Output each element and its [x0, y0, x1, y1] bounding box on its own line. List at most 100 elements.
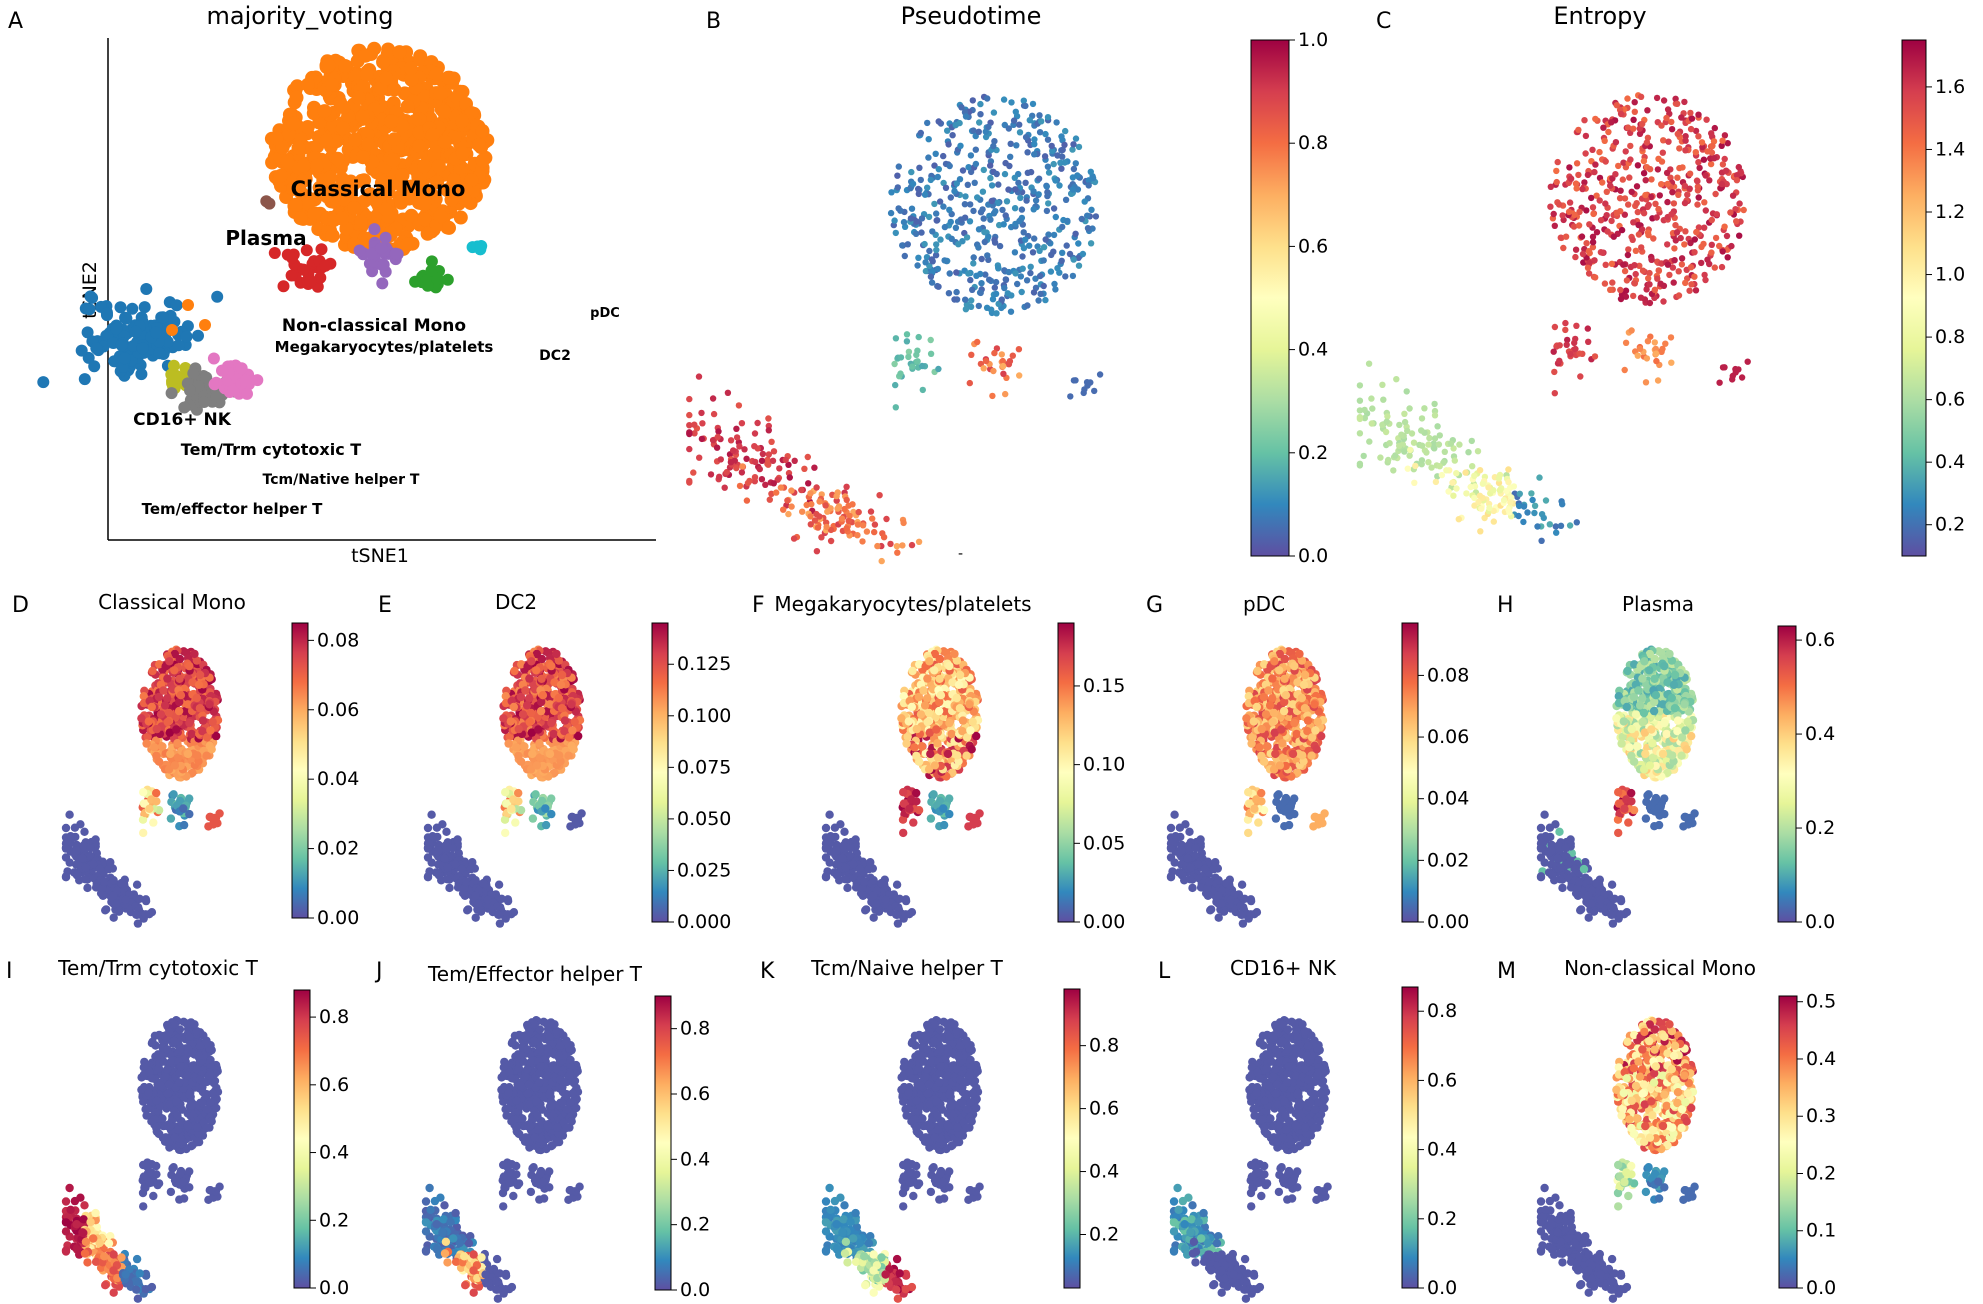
panel-c-point [1553, 529, 1560, 536]
panel-c-point [1663, 169, 1671, 177]
panel-c-point [1625, 201, 1632, 208]
panel-d-point [206, 726, 215, 735]
panel-a-point [433, 86, 448, 101]
panel-a-point [354, 173, 369, 188]
panel-e-point [527, 657, 536, 666]
panel-c-point [1612, 139, 1620, 146]
panel-c-point [1411, 479, 1418, 486]
panel-b-point [1043, 183, 1051, 190]
panel-e-point [471, 891, 480, 901]
panel-a-point [366, 247, 378, 260]
panel-c-point [1728, 242, 1735, 250]
panel-b-point [827, 537, 835, 545]
panel-c-point [1698, 259, 1705, 267]
panel-b-point [813, 510, 820, 518]
panel-f-point [902, 739, 911, 748]
panel-b-point [686, 477, 693, 485]
panel-a-point [337, 175, 352, 190]
panel-b-point [768, 438, 775, 445]
panel-f-point [926, 814, 936, 823]
panel-f-point [966, 726, 975, 735]
panel-e-point [511, 818, 520, 827]
panel-c-point [1436, 463, 1443, 470]
panel-c-point [1572, 335, 1579, 343]
panel-e-point [532, 666, 541, 675]
panel-b-point [1069, 146, 1076, 153]
panel-b-point [724, 389, 732, 396]
panel-e-point [503, 910, 512, 919]
panel-c-point [1708, 216, 1716, 224]
panel-a-axes: tSNE1 tSNE2 [79, 38, 656, 567]
panel-a-point [114, 301, 127, 314]
panel-e-point [499, 714, 508, 723]
panel-c-point [1398, 431, 1405, 438]
panel-b-point [1012, 186, 1019, 193]
panel-c-point [1602, 200, 1609, 207]
panel-b-point [984, 95, 991, 102]
panel-b-point [933, 217, 940, 224]
panel-b-point [972, 160, 980, 168]
panel-a-point [300, 77, 315, 92]
panel-c-point [1463, 490, 1470, 497]
panel-b-point [912, 230, 920, 237]
panel-d-point [176, 691, 186, 700]
panel-b-point [1024, 149, 1031, 156]
panel-b-point [1061, 159, 1068, 166]
panel-c-point [1438, 471, 1446, 479]
panel-b-point [733, 464, 740, 472]
panel-b-point [1062, 196, 1070, 203]
panel-b-point [811, 464, 818, 471]
panel-d-point [195, 704, 205, 713]
panel-b-point [892, 381, 899, 389]
panel-c-point [1709, 142, 1716, 150]
panel-e-point [526, 708, 536, 718]
panel-d-point [194, 680, 204, 689]
panel-a-point [424, 187, 439, 201]
panel-a-point [273, 168, 288, 183]
panel-f-point [952, 693, 961, 703]
panel-b-point [713, 444, 721, 451]
panel-c-point [1369, 405, 1376, 412]
panel-b-point [1002, 212, 1009, 219]
panel-c-point [1505, 506, 1512, 513]
panel-d-point [65, 810, 74, 819]
panel-e-point [514, 724, 523, 734]
panel-b-point [1029, 100, 1037, 108]
panel-e-point [552, 649, 561, 659]
panel-b-point [915, 190, 922, 198]
panel-c-point [1356, 430, 1364, 437]
panel-c-point [1668, 118, 1675, 126]
panel-a-point [404, 179, 419, 194]
panel-b-point [1053, 119, 1060, 126]
panel-b-point [1003, 198, 1011, 205]
panel-b-point [1058, 165, 1065, 172]
panel-a-point [311, 222, 326, 237]
panel-b-point [945, 290, 953, 297]
panel-c-point [1646, 166, 1654, 173]
panel-c-point [1510, 483, 1518, 490]
panel-b-point [975, 302, 982, 310]
panel-b-point [919, 386, 926, 394]
panel-e-point [567, 700, 576, 709]
panel-b-point [1001, 284, 1008, 292]
panel-b-point [947, 218, 954, 226]
panel-b-point [1019, 253, 1026, 260]
panel-c-point [1642, 379, 1650, 386]
panel-c-point [1534, 523, 1541, 530]
panel-c-point [1711, 264, 1719, 271]
panel-e-point [434, 846, 443, 855]
panel-c-point [1674, 130, 1682, 138]
panel-f-point [909, 818, 918, 827]
panel-b-point [1016, 121, 1023, 128]
panel-c-point [1671, 245, 1678, 252]
panel-letter-k: K [760, 959, 775, 984]
panel-b-point [741, 446, 748, 453]
panel-d-point [185, 661, 194, 671]
panel-c-point [1708, 130, 1715, 137]
panel-e-point [423, 853, 433, 862]
panel-c-point [1432, 478, 1440, 486]
panel-f-point [966, 812, 975, 822]
panel-b-point [878, 557, 885, 565]
panel-c-point [1426, 434, 1433, 442]
panel-a-point [297, 263, 310, 276]
